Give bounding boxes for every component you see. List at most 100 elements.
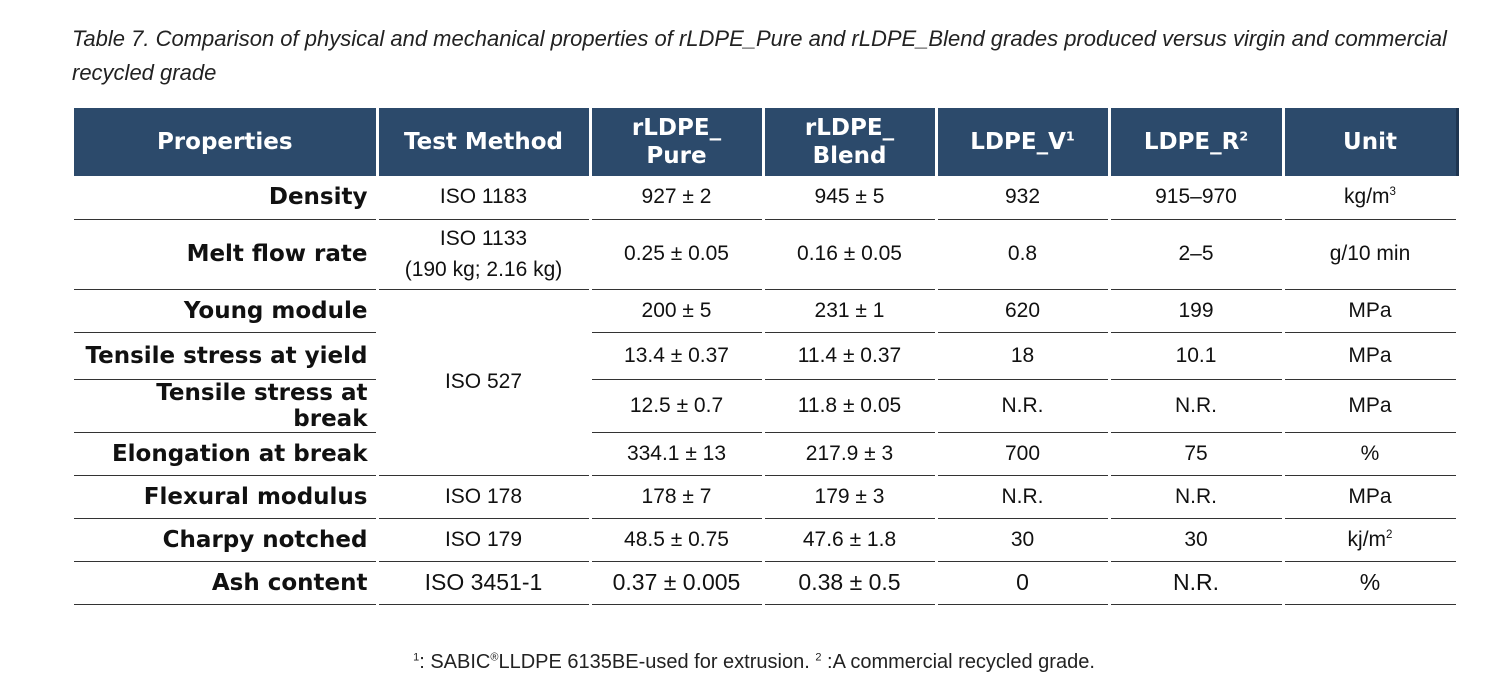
unit-cell: kg/m3 bbox=[1283, 176, 1459, 220]
property-cell: Melt flow rate bbox=[74, 219, 379, 290]
table-row: Melt flow rate ISO 1133 (190 kg; 2.16 kg)… bbox=[74, 219, 1459, 290]
ldpe-v-cell: 932 bbox=[936, 176, 1111, 220]
blend-cell: 231 ± 1 bbox=[763, 289, 938, 333]
blend-cell: 11.4 ± 0.37 bbox=[763, 332, 938, 380]
footnote-sup-1: 1 bbox=[413, 651, 420, 664]
blend-cell: 0.38 ± 0.5 bbox=[763, 561, 938, 605]
ldpe-r-cell: N.R. bbox=[1109, 475, 1285, 519]
table-caption: Table 7. Comparison of physical and mech… bbox=[72, 26, 1447, 85]
blend-cell: 47.6 ± 1.8 bbox=[763, 518, 938, 562]
table-row: Flexural modulus ISO 178 178 ± 7 179 ± 3… bbox=[74, 475, 1459, 519]
header-blend-line1: rLDPE_ bbox=[804, 115, 895, 141]
table-row: Charpy notched ISO 179 48.5 ± 0.75 47.6 … bbox=[74, 518, 1459, 562]
footnote-text-2: LLDPE 6135BE-used for extrusion. bbox=[498, 651, 816, 673]
header-blend-line2: Blend bbox=[812, 143, 887, 169]
property-cell: Ash content bbox=[74, 561, 379, 605]
table-row: Elongation at break 334.1 ± 13 217.9 ± 3… bbox=[74, 432, 1459, 476]
property-cell: Tensile stress at break bbox=[74, 379, 379, 433]
ldpe-r-cell: N.R. bbox=[1109, 561, 1285, 605]
unit-cell: % bbox=[1283, 561, 1459, 605]
footnote-registered-mark: ® bbox=[490, 651, 499, 664]
table-row: Tensile stress at break 12.5 ± 0.7 11.8 … bbox=[74, 379, 1459, 433]
property-cell: Flexural modulus bbox=[74, 475, 379, 519]
header-rldpe-blend: rLDPE_ Blend bbox=[763, 108, 938, 176]
unit-text: kj/m bbox=[1347, 527, 1387, 551]
header-ldpe-r-label: LDPE_R bbox=[1143, 129, 1240, 155]
pure-cell: 12.5 ± 0.7 bbox=[590, 379, 765, 433]
method-cell: ISO 1183 bbox=[377, 176, 592, 220]
blend-cell: 945 ± 5 bbox=[763, 176, 938, 220]
ldpe-v-cell: 700 bbox=[936, 432, 1111, 476]
method-cell-merged: ISO 527 bbox=[377, 289, 592, 476]
ldpe-r-cell: 915–970 bbox=[1109, 176, 1285, 220]
ldpe-v-cell: N.R. bbox=[936, 379, 1111, 433]
ldpe-v-cell: 620 bbox=[936, 289, 1111, 333]
property-cell: Tensile stress at yield bbox=[74, 332, 379, 380]
footnote-sup-2: 2 bbox=[815, 651, 822, 664]
ldpe-r-cell: 199 bbox=[1109, 289, 1285, 333]
pure-cell: 13.4 ± 0.37 bbox=[590, 332, 765, 380]
property-cell: Elongation at break bbox=[74, 432, 379, 476]
table-row: Ash content ISO 3451-1 0.37 ± 0.005 0.38… bbox=[74, 561, 1459, 605]
method-line1: ISO 1133 bbox=[439, 227, 528, 250]
property-cell: Young module bbox=[74, 289, 379, 333]
header-ldpe-r: LDPE_R2 bbox=[1109, 108, 1285, 176]
properties-table: Properties Test Method rLDPE_ Pure rLDPE_… bbox=[74, 108, 1459, 605]
ldpe-v-cell: 18 bbox=[936, 332, 1111, 380]
pure-cell: 0.37 ± 0.005 bbox=[590, 561, 765, 605]
method-cell: ISO 178 bbox=[377, 475, 592, 519]
pure-cell: 927 ± 2 bbox=[590, 176, 765, 220]
ldpe-r-cell: N.R. bbox=[1109, 379, 1285, 433]
ldpe-v-cell: 0.8 bbox=[936, 219, 1111, 290]
header-pure-line2: Pure bbox=[646, 143, 707, 169]
property-cell: Density bbox=[74, 176, 379, 220]
footnote-text-3: :A commercial recycled grade. bbox=[821, 651, 1095, 673]
ldpe-r-cell: 2–5 bbox=[1109, 219, 1285, 290]
method-line2: (190 kg; 2.16 kg) bbox=[404, 258, 563, 281]
header-pure-line1: rLDPE_ bbox=[631, 115, 722, 141]
header-test-method: Test Method bbox=[377, 108, 592, 176]
header-ldpe-v-sup: 1 bbox=[1065, 128, 1075, 144]
blend-cell: 217.9 ± 3 bbox=[763, 432, 938, 476]
table-row: Young module ISO 527 200 ± 5 231 ± 1 620… bbox=[74, 289, 1459, 476]
unit-cell: kj/m2 bbox=[1283, 518, 1459, 562]
ldpe-r-cell: 75 bbox=[1109, 432, 1285, 476]
table-header-row: Properties Test Method rLDPE_ Pure rLDPE_… bbox=[74, 108, 1459, 176]
property-cell: Charpy notched bbox=[74, 518, 379, 562]
unit-cell: % bbox=[1283, 432, 1459, 476]
header-unit: Unit bbox=[1283, 108, 1459, 176]
table-row: Density ISO 1183 927 ± 2 945 ± 5 932 915… bbox=[74, 176, 1459, 220]
header-ldpe-v: LDPE_V1 bbox=[936, 108, 1111, 176]
unit-cell: MPa bbox=[1283, 379, 1459, 433]
blend-cell: 0.16 ± 0.05 bbox=[763, 219, 938, 290]
unit-cell: g/10 min bbox=[1283, 219, 1459, 290]
method-cell: ISO 1133 (190 kg; 2.16 kg) bbox=[377, 219, 592, 290]
pure-cell: 200 ± 5 bbox=[590, 289, 765, 333]
ldpe-r-cell: 30 bbox=[1109, 518, 1285, 562]
table-footnote: 1: SABIC®LLDPE 6135BE-used for extrusion… bbox=[0, 651, 1508, 674]
blend-cell: 11.8 ± 0.05 bbox=[763, 379, 938, 433]
table-row: Tensile stress at yield 13.4 ± 0.37 11.4… bbox=[74, 332, 1459, 380]
unit-sup: 2 bbox=[1386, 528, 1393, 541]
header-rldpe-pure: rLDPE_ Pure bbox=[590, 108, 765, 176]
unit-sup: 3 bbox=[1389, 186, 1396, 199]
ldpe-v-cell: N.R. bbox=[936, 475, 1111, 519]
pure-cell: 178 ± 7 bbox=[590, 475, 765, 519]
unit-cell: MPa bbox=[1283, 475, 1459, 519]
unit-text: kg/m bbox=[1344, 185, 1390, 209]
unit-cell: MPa bbox=[1283, 289, 1459, 333]
pure-cell: 0.25 ± 0.05 bbox=[590, 219, 765, 290]
footnote-text-1: : SABIC bbox=[419, 651, 491, 673]
pure-cell: 334.1 ± 13 bbox=[590, 432, 765, 476]
header-ldpe-v-label: LDPE_V bbox=[970, 129, 1066, 155]
unit-cell: MPa bbox=[1283, 332, 1459, 380]
header-ldpe-r-sup: 2 bbox=[1239, 128, 1249, 144]
ldpe-v-cell: 0 bbox=[936, 561, 1111, 605]
method-cell: ISO 3451-1 bbox=[377, 561, 592, 605]
ldpe-r-cell: 10.1 bbox=[1109, 332, 1285, 380]
pure-cell: 48.5 ± 0.75 bbox=[590, 518, 765, 562]
blend-cell: 179 ± 3 bbox=[763, 475, 938, 519]
method-cell: ISO 179 bbox=[377, 518, 592, 562]
ldpe-v-cell: 30 bbox=[936, 518, 1111, 562]
header-properties: Properties bbox=[74, 108, 379, 176]
